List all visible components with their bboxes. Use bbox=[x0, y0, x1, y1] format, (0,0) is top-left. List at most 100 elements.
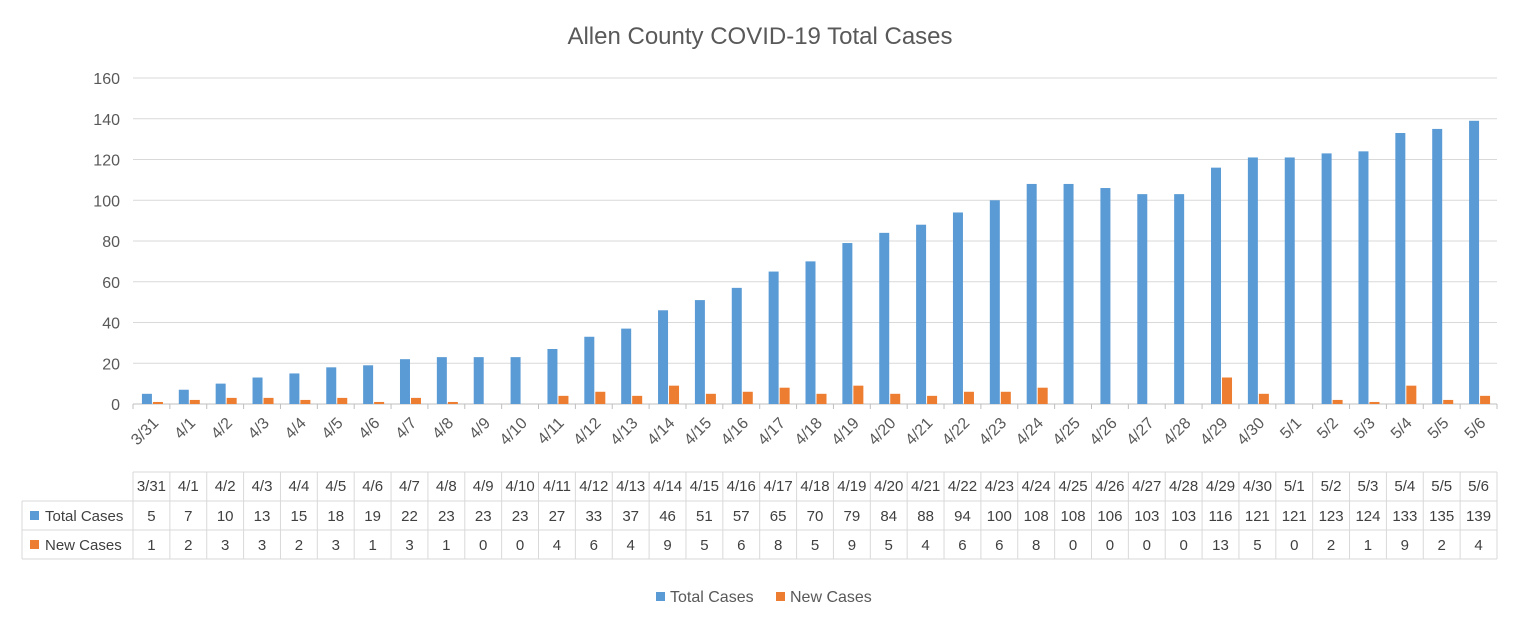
table-value-cell: 0 bbox=[516, 537, 524, 554]
y-axis: 0 20 40 60 80 100 120 140 160 bbox=[93, 71, 120, 414]
x-tick-label: 5/5 bbox=[1425, 415, 1453, 443]
bar-total-cases bbox=[1137, 194, 1148, 404]
x-tick-label: 4/17 bbox=[755, 415, 789, 449]
legend-label: New Cases bbox=[790, 589, 872, 606]
table-value-cell: 124 bbox=[1355, 508, 1380, 525]
table-value-cell: 0 bbox=[479, 537, 487, 554]
table-value-cell: 3 bbox=[332, 537, 340, 554]
x-tick-label: 4/30 bbox=[1234, 415, 1268, 449]
table-value-cell: 103 bbox=[1134, 508, 1159, 525]
table-value-cell: 0 bbox=[1179, 537, 1187, 554]
bar-total-cases bbox=[1395, 133, 1406, 404]
x-tick-label: 4/19 bbox=[829, 415, 863, 449]
table-header-cell: 5/5 bbox=[1431, 478, 1452, 495]
bar-total-cases bbox=[1063, 183, 1074, 404]
table-value-cell: 15 bbox=[291, 508, 308, 525]
table-header-cell: 4/3 bbox=[252, 478, 273, 495]
table-header-cell: 4/19 bbox=[837, 478, 866, 495]
table-value-cell: 108 bbox=[1061, 508, 1086, 525]
legend-label: Total Cases bbox=[670, 589, 754, 606]
table-header-cell: 4/18 bbox=[800, 478, 829, 495]
table-value-cell: 121 bbox=[1245, 508, 1270, 525]
x-tick-label: 4/3 bbox=[245, 415, 273, 443]
bar-total-cases bbox=[252, 377, 263, 404]
table-value-cell: 4 bbox=[1474, 537, 1482, 554]
table-value-cell: 6 bbox=[995, 537, 1003, 554]
table-value-cell: 9 bbox=[1401, 537, 1409, 554]
table-value-cell: 133 bbox=[1392, 508, 1417, 525]
table-header-cell: 5/1 bbox=[1284, 478, 1305, 495]
table-value-cell: 3 bbox=[405, 537, 413, 554]
x-tick-label: 4/12 bbox=[571, 415, 605, 449]
table-value-cell: 88 bbox=[917, 508, 934, 525]
table-value-cell: 18 bbox=[327, 508, 344, 525]
bar-new-cases bbox=[558, 395, 569, 404]
table-header-cell: 3/31 bbox=[137, 478, 166, 495]
data-table: 3/31 4/1 4/2 4/3 4/4 4/5 4/6 4/7 4/8 4/9 4/10 4/11 4… bbox=[21, 471, 1498, 560]
y-tick-label: 140 bbox=[93, 112, 120, 129]
table-header-cell: 4/13 bbox=[616, 478, 645, 495]
x-tick-label: 4/27 bbox=[1124, 415, 1158, 449]
bar-new-cases bbox=[1000, 391, 1011, 404]
bars bbox=[141, 120, 1491, 404]
legend-key bbox=[656, 592, 665, 601]
table-series-label: New Cases bbox=[45, 537, 122, 554]
bar-total-cases bbox=[916, 224, 927, 404]
table-header-cell: 4/25 bbox=[1058, 478, 1087, 495]
table-value-cell: 23 bbox=[475, 508, 492, 525]
y-tick-label: 80 bbox=[102, 234, 120, 251]
bar-total-cases bbox=[1432, 128, 1443, 404]
bar-total-cases bbox=[1469, 120, 1480, 404]
y-tick-label: 20 bbox=[102, 356, 120, 373]
table-legend-key bbox=[30, 540, 39, 549]
bar-new-cases bbox=[152, 401, 163, 404]
table-value-cell: 23 bbox=[512, 508, 529, 525]
table-header-cell: 4/5 bbox=[325, 478, 346, 495]
bar-new-cases bbox=[300, 399, 311, 404]
table-value-cell: 1 bbox=[368, 537, 376, 554]
table-value-cell: 6 bbox=[958, 537, 966, 554]
table-value-cell: 4 bbox=[553, 537, 561, 554]
bar-new-cases bbox=[853, 385, 864, 404]
table-header-cell: 4/4 bbox=[288, 478, 309, 495]
table-value-cell: 22 bbox=[401, 508, 418, 525]
x-tick-label: 4/16 bbox=[718, 415, 752, 449]
x-tick-label: 4/5 bbox=[319, 415, 347, 443]
table-value-cell: 37 bbox=[622, 508, 639, 525]
table-series-label: Total Cases bbox=[45, 508, 123, 525]
table-value-cell: 13 bbox=[1212, 537, 1229, 554]
bar-total-cases bbox=[215, 383, 226, 404]
table-value-cell: 135 bbox=[1429, 508, 1454, 525]
table-header-cell: 4/15 bbox=[690, 478, 719, 495]
x-tick-label: 4/29 bbox=[1197, 415, 1231, 449]
table-value-cell: 0 bbox=[1143, 537, 1151, 554]
x-tick-label: 4/4 bbox=[282, 415, 310, 443]
bar-new-cases bbox=[1258, 393, 1269, 404]
bar-new-cases bbox=[890, 393, 901, 404]
y-tick-label: 60 bbox=[102, 275, 120, 292]
table-header-cell: 4/28 bbox=[1169, 478, 1198, 495]
x-tick-label: 5/4 bbox=[1388, 415, 1416, 443]
x-tick-label: 5/1 bbox=[1277, 415, 1305, 443]
bar-total-cases bbox=[141, 393, 152, 404]
y-tick-label: 40 bbox=[102, 316, 120, 333]
x-tick-label: 4/6 bbox=[356, 415, 384, 443]
bar-new-cases bbox=[410, 397, 421, 404]
bar-total-cases bbox=[952, 212, 963, 404]
bar-new-cases bbox=[595, 391, 606, 404]
bar-new-cases bbox=[669, 385, 680, 404]
x-tick-label: 4/10 bbox=[497, 415, 531, 449]
legend-key bbox=[776, 592, 785, 601]
table-value-cell: 5 bbox=[885, 537, 893, 554]
bar-total-cases bbox=[1026, 183, 1037, 404]
table-value-cell: 103 bbox=[1171, 508, 1196, 525]
table-header-cell: 4/6 bbox=[362, 478, 383, 495]
bar-new-cases bbox=[189, 399, 200, 404]
x-tick-label: 4/2 bbox=[208, 415, 236, 443]
x-tick-label: 4/13 bbox=[607, 415, 641, 449]
bar-total-cases bbox=[731, 287, 742, 404]
table-value-cell: 0 bbox=[1106, 537, 1114, 554]
table-header-cell: 5/2 bbox=[1321, 478, 1342, 495]
bar-new-cases bbox=[1406, 385, 1417, 404]
x-tick-label: 4/22 bbox=[939, 415, 973, 449]
